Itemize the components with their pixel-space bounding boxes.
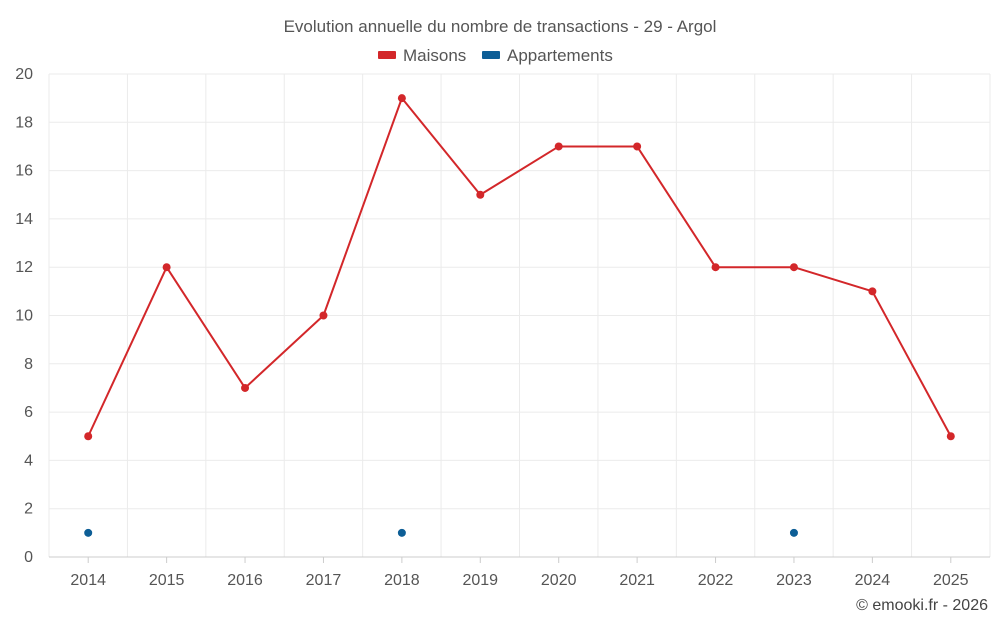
- data-point-maisons[interactable]: [162, 263, 171, 272]
- data-point-maisons[interactable]: [241, 383, 250, 392]
- data-point-maisons[interactable]: [868, 287, 877, 296]
- x-tick-label: 2019: [462, 572, 498, 589]
- series-line-maisons: [87, 97, 952, 437]
- data-point-maisons[interactable]: [789, 263, 798, 272]
- x-tick-label: 2017: [306, 572, 342, 589]
- y-tick-label: 2: [24, 501, 33, 518]
- series-maisons: [84, 94, 955, 441]
- y-tick-label: 16: [15, 163, 33, 180]
- x-tick-label: 2022: [698, 572, 734, 589]
- y-axis: 0 2 4 6 8 10 12 14 16 18 20: [15, 66, 33, 566]
- data-point-appartements[interactable]: [397, 528, 406, 537]
- data-point-appartements[interactable]: [84, 528, 93, 537]
- x-axis: 2014 2015 2016 2017 2018 2019 2020 2021 2022 2023…: [70, 557, 969, 589]
- x-tick-label: 2016: [227, 572, 263, 589]
- legend: Maisons Appartements: [378, 46, 613, 65]
- x-tick-label: 2025: [933, 572, 969, 589]
- credit-text: © emooki.fr - 2026: [856, 597, 988, 614]
- y-tick-label: 20: [15, 66, 33, 83]
- x-tick-label: 2024: [855, 572, 891, 589]
- data-point-maisons[interactable]: [84, 432, 93, 441]
- series: [84, 94, 955, 537]
- legend-swatch-appartements: [482, 51, 500, 59]
- x-tick-label: 2020: [541, 572, 577, 589]
- x-tick-label: 2018: [384, 572, 420, 589]
- data-point-maisons[interactable]: [554, 142, 563, 151]
- data-point-maisons[interactable]: [397, 94, 406, 103]
- y-tick-label: 14: [15, 211, 33, 228]
- data-point-appartements[interactable]: [789, 528, 798, 537]
- legend-item-appartements[interactable]: Appartements: [482, 46, 613, 65]
- y-tick-label: 6: [24, 404, 33, 421]
- y-tick-label: 4: [24, 452, 33, 469]
- data-point-maisons[interactable]: [476, 190, 485, 199]
- data-point-maisons[interactable]: [946, 432, 955, 441]
- y-tick-label: 12: [15, 259, 33, 276]
- y-tick-label: 10: [15, 308, 33, 325]
- y-tick-label: 0: [24, 549, 33, 566]
- chart-title: Evolution annuelle du nombre de transact…: [284, 17, 717, 36]
- data-point-maisons[interactable]: [711, 263, 720, 272]
- x-tick-label: 2021: [619, 572, 655, 589]
- data-point-maisons[interactable]: [633, 142, 642, 151]
- y-tick-label: 8: [24, 356, 33, 373]
- legend-label-appartements: Appartements: [507, 46, 613, 65]
- x-tick-label: 2014: [70, 572, 106, 589]
- y-tick-label: 18: [15, 114, 33, 131]
- legend-item-maisons[interactable]: Maisons: [378, 46, 466, 65]
- grid: [48, 73, 991, 558]
- x-tick-label: 2015: [149, 572, 185, 589]
- legend-swatch-maisons: [378, 51, 396, 59]
- x-tick-label: 2023: [776, 572, 812, 589]
- legend-label-maisons: Maisons: [403, 46, 466, 65]
- data-point-maisons[interactable]: [319, 311, 328, 320]
- series-appartements: [84, 528, 798, 537]
